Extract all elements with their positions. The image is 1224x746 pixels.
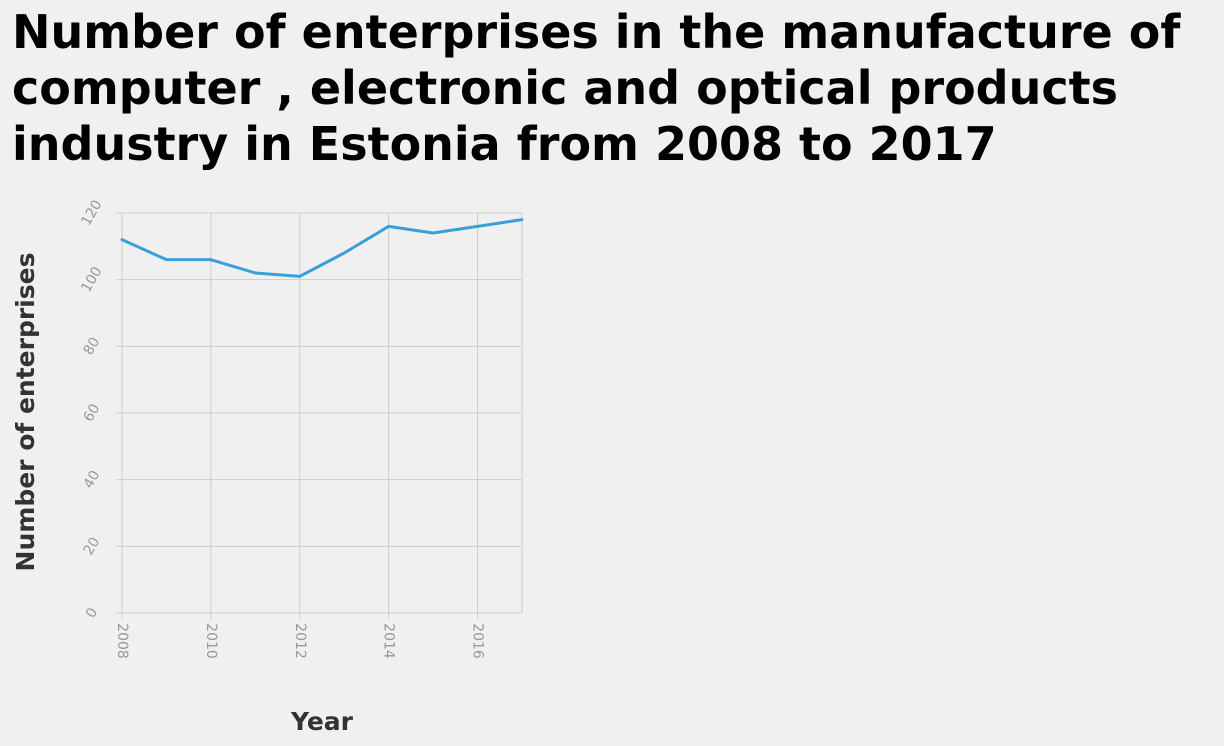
x-tick-label: 2008 — [114, 623, 130, 659]
x-tick-label: 2010 — [203, 623, 219, 659]
y-tick-label: 120 — [78, 197, 105, 228]
y-tick-label: 80 — [81, 335, 104, 358]
x-axis-label: Year — [290, 707, 354, 736]
y-tick-label: 0 — [83, 605, 101, 621]
x-tick-label: 2012 — [292, 623, 308, 659]
series — [120, 218, 524, 278]
x-tick-label: 2016 — [470, 623, 486, 659]
y-tick-label: 20 — [81, 535, 104, 558]
y-tick-label: 100 — [78, 264, 105, 295]
y-axis-label: Number of enterprises — [11, 253, 40, 572]
y-tick-label: 60 — [81, 401, 104, 424]
grid — [121, 212, 523, 614]
chart-title: Number of enterprises in the manufacture… — [12, 5, 1181, 171]
ticks: 0 20 40 60 80 100 120 2008 2010 2012 2014 2016 — [78, 197, 485, 658]
y-tick-label: 40 — [81, 468, 104, 491]
series-line — [120, 218, 524, 278]
x-tick-label: 2014 — [381, 623, 397, 659]
